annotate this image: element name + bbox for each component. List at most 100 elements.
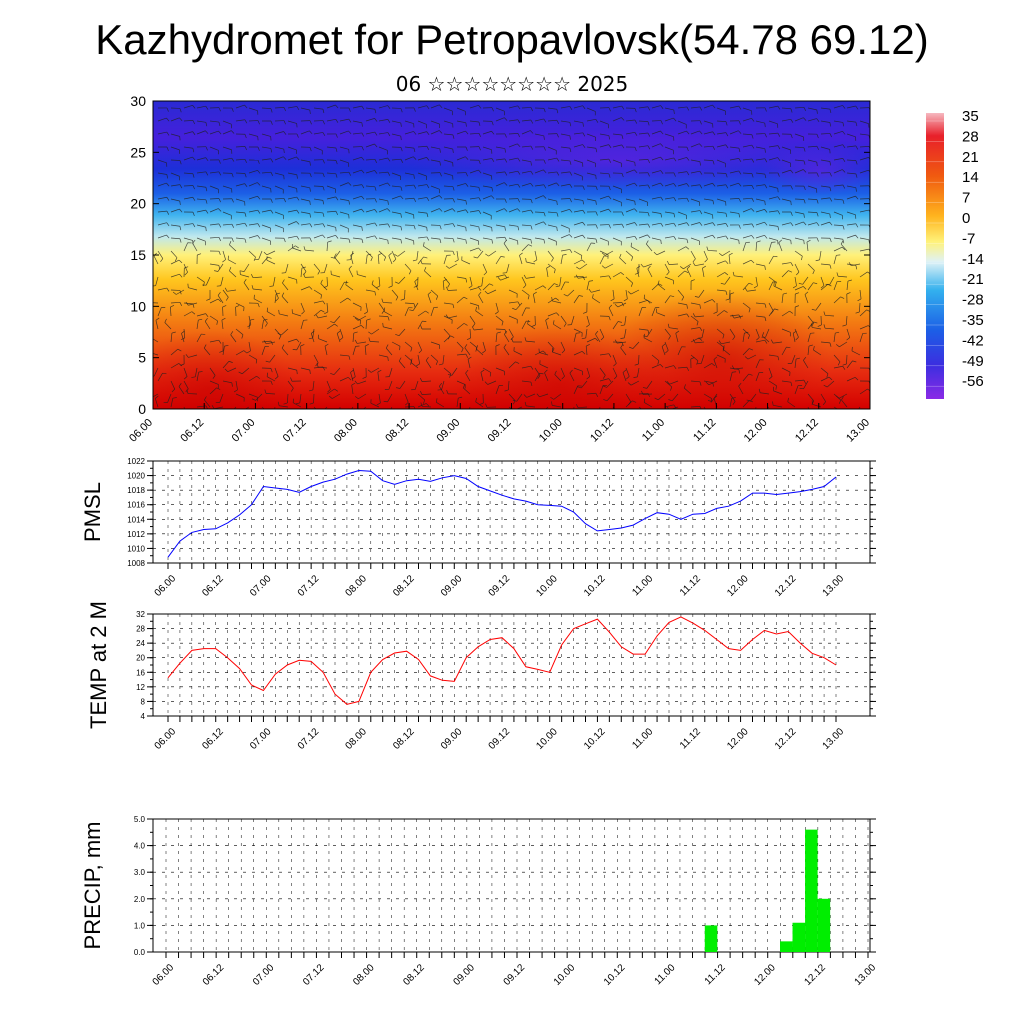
wind-barb-flag (426, 213, 429, 218)
wind-barb (269, 354, 276, 363)
wind-barb-flag (738, 130, 742, 134)
wind-barb-flag (619, 253, 622, 258)
wind-barb-flag (471, 326, 475, 331)
wind-barb-flag (764, 174, 767, 179)
wind-barb (606, 380, 614, 388)
wind-barb-flag (751, 416, 755, 417)
wind-barb (287, 185, 297, 189)
wind-barb-flag (426, 146, 430, 150)
wind-barb (469, 169, 479, 174)
wind-barb-flag (673, 197, 677, 202)
wind-barb-flag (523, 394, 527, 398)
wind-barb (638, 299, 648, 304)
wind-barb-flag (842, 239, 845, 244)
wind-barb (668, 263, 679, 265)
wind-barb (300, 367, 310, 371)
wind-barb (157, 159, 167, 164)
wind-barb (196, 105, 206, 109)
wind-barb (646, 328, 653, 337)
wind-barb-flag (634, 201, 636, 206)
wind-barb (539, 363, 549, 369)
wind-barb-flag (718, 252, 723, 256)
wind-barb (547, 107, 557, 110)
wind-barb (781, 270, 789, 278)
wind-barb-flag (374, 159, 378, 164)
wind-barb (326, 224, 336, 228)
wind-barb-flag (806, 239, 811, 243)
wind-barb (578, 276, 588, 279)
wind-barb-flag (627, 382, 632, 386)
wind-barb-flag (368, 337, 371, 342)
wind-barb (747, 289, 757, 292)
wind-barb-flag (467, 356, 472, 360)
wind-barb (261, 209, 271, 213)
x-tick-label: 11.12 (678, 573, 703, 598)
wind-barb-flag (774, 308, 779, 311)
wind-barb-flag (179, 208, 183, 213)
wind-barb-flag (855, 122, 858, 127)
wind-barb (170, 398, 174, 408)
wind-barb (222, 146, 232, 151)
wind-barb (482, 283, 490, 291)
wind-barb-flag (613, 363, 617, 367)
wind-barb (534, 169, 544, 174)
wind-barb (365, 185, 375, 188)
wind-barb-flag (751, 223, 755, 228)
wind-barb (656, 250, 666, 256)
wind-barb-flag (816, 118, 820, 122)
wind-barb (573, 328, 583, 334)
wind-barb-flag (400, 122, 402, 127)
wind-barb-flag (283, 402, 288, 405)
wind-barb-flag (817, 324, 822, 327)
wind-barb-flag (623, 298, 628, 302)
wind-barb-flag (240, 270, 245, 272)
wind-barb (625, 393, 632, 402)
wind-barb (755, 302, 765, 305)
wind-barb (794, 169, 804, 174)
wind-barb (632, 341, 640, 349)
wind-barb-flag (795, 271, 800, 276)
wind-barb-flag (388, 252, 392, 256)
x-tick-label: 11.12 (703, 962, 728, 987)
wind-barb (755, 234, 765, 239)
wind-barb-flag (829, 213, 831, 218)
wind-barb (482, 341, 486, 351)
wind-barb-flag (497, 277, 501, 281)
wind-barb-flag (538, 412, 542, 414)
wind-barb-flag (582, 210, 586, 214)
wind-barb (742, 185, 753, 187)
wind-barb (300, 130, 310, 135)
wind-barb-flag (292, 398, 294, 403)
wind-barb-flag (276, 292, 281, 295)
wind-barb (573, 209, 583, 213)
wind-barb (599, 172, 609, 175)
wind-barb (599, 195, 609, 200)
wind-barb (690, 143, 700, 148)
wind-barb (526, 393, 536, 398)
wind-barb-flag (504, 389, 509, 392)
wind-barb (183, 328, 186, 338)
wind-barb (586, 118, 596, 122)
wind-barb-flag (301, 311, 305, 315)
wind-barb-flag (192, 120, 196, 125)
wind-barb (495, 158, 505, 161)
wind-barb-flag (660, 182, 664, 187)
wind-barb (859, 157, 869, 161)
wind-barb (546, 268, 549, 278)
wind-barb (644, 402, 653, 408)
wind-barb (521, 107, 532, 109)
wind-barb (389, 367, 393, 377)
wind-barb-flag (803, 199, 806, 204)
wind-barb-flag (801, 256, 803, 261)
wind-barb-flag (813, 282, 818, 285)
wind-barb (430, 341, 440, 346)
wind-barb (318, 338, 328, 343)
wind-barb (729, 146, 739, 149)
wind-barb (170, 259, 180, 265)
wind-barb-flag (205, 146, 208, 151)
wind-barb (677, 222, 687, 226)
wind-barb-flag (344, 414, 348, 415)
y-tick-label: 1018 (127, 486, 145, 495)
wind-barb-flag (829, 197, 833, 202)
wind-barb-flag (205, 209, 209, 214)
